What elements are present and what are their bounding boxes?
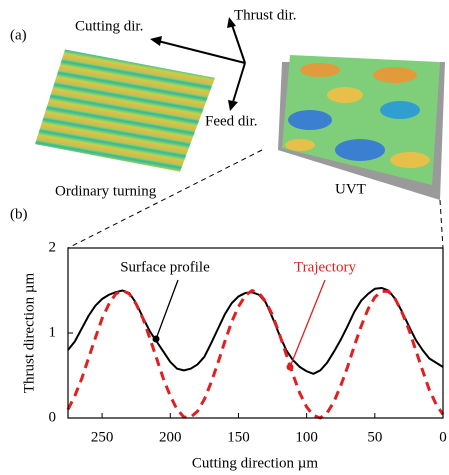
y-axis-title: Thrust direction µm (21, 273, 37, 394)
uvt-surface (278, 50, 445, 200)
x-tick-label: 0 (439, 429, 447, 445)
direction-label: Feed dir. (205, 113, 258, 129)
y-tick-label: 1 (49, 324, 57, 340)
direction-label: Cutting dir. (75, 18, 143, 34)
panel-label: (a) (10, 27, 27, 43)
line (68, 291, 443, 419)
direction-label: Thrust dir. (234, 7, 297, 23)
ordinary-turning-surface (35, 44, 215, 178)
plot: 250 200 150 100 50 0 0 1 2 (49, 239, 447, 445)
zoom-line (440, 200, 443, 248)
x-tick-label: 100 (295, 429, 318, 445)
caption: UVT (335, 181, 366, 197)
annotation-pointers (153, 280, 326, 371)
y-tick-label: 0 (49, 409, 57, 425)
x-axis-title: Cutting direction µm (192, 455, 318, 471)
x-tick-label: 50 (367, 429, 382, 445)
figure: (a) (b) Ordinary turning UVT Cutting dir… (0, 0, 449, 475)
annotation: Surface profile (120, 259, 210, 275)
x-tick-label: 200 (159, 429, 182, 445)
line (68, 288, 443, 374)
panel-label: (b) (10, 206, 28, 222)
annotation: Trajectory (294, 259, 356, 275)
x-tick-label: 150 (227, 429, 250, 445)
caption: Ordinary turning (55, 183, 157, 199)
x-tick-label: 250 (91, 429, 114, 445)
y-tick-label: 2 (49, 239, 57, 255)
